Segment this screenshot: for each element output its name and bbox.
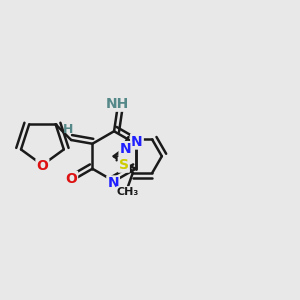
Text: CH₃: CH₃ xyxy=(117,187,139,197)
Text: O: O xyxy=(37,159,48,173)
Text: NH: NH xyxy=(106,97,129,111)
Text: N: N xyxy=(119,142,131,156)
Text: H: H xyxy=(63,123,73,136)
Text: N: N xyxy=(107,176,119,190)
Text: S: S xyxy=(119,158,129,172)
Text: O: O xyxy=(65,172,77,186)
Text: N: N xyxy=(131,135,143,148)
